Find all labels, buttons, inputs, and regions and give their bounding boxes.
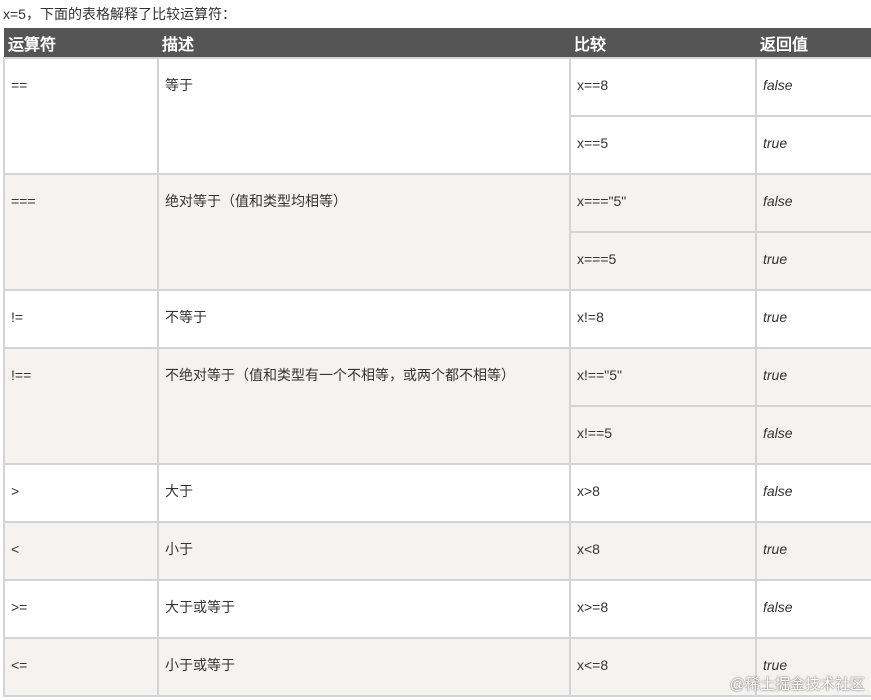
table-row: < 小于 x<8 true	[3, 521, 871, 581]
header-operator: 运算符	[4, 28, 158, 58]
description-cell: 不绝对等于（值和类型有一个不相等，或两个都不相等）	[157, 347, 571, 465]
operator-cell: !=	[3, 289, 159, 349]
description-cell: 等于	[157, 57, 571, 175]
table-header: 运算符 描述 比较 返回值	[4, 28, 871, 58]
table-row: != 不等于 x!=8 true	[3, 289, 871, 349]
comparison-cell: x==5	[569, 115, 757, 175]
return-value-cell: false	[755, 463, 871, 523]
intro-text: x=5，下面的表格解释了比较运算符：	[3, 6, 236, 22]
table-row: <= 小于或等于 x<=8 true	[3, 637, 871, 697]
comparison-cell: x!==5	[569, 405, 757, 465]
return-value-cell: false	[755, 57, 871, 117]
table-row: >= 大于或等于 x>=8 false	[3, 579, 871, 639]
comparison-cell: x==="5"	[569, 173, 757, 233]
description-cell: 绝对等于（值和类型均相等）	[157, 173, 571, 291]
comparison-cell: x==8	[569, 57, 757, 117]
return-value-cell: true	[755, 347, 871, 407]
return-value-cell: true	[755, 637, 871, 697]
operator-cell: ==	[3, 57, 159, 175]
operator-cell: <=	[3, 637, 159, 697]
comparison-cell: x<=8	[569, 637, 757, 697]
operator-cell: ===	[3, 173, 159, 291]
operator-cell: !==	[3, 347, 159, 465]
return-value-cell: true	[755, 231, 871, 291]
description-cell: 不等于	[157, 289, 571, 349]
comparison-operators-table: 运算符 描述 比较 返回值 == 等于 x==8 false x==5 true === 绝对…	[3, 28, 871, 697]
header-comparison: 比较	[570, 28, 756, 58]
table-row: === 绝对等于（值和类型均相等） x==="5" false	[3, 173, 871, 291]
return-value-cell: true	[755, 521, 871, 581]
description-cell: 大于或等于	[157, 579, 571, 639]
comparison-cell: x===5	[569, 231, 757, 291]
comparison-cell: x>=8	[569, 579, 757, 639]
return-value-cell: false	[755, 579, 871, 639]
description-cell: 小于或等于	[157, 637, 571, 697]
description-cell: 大于	[157, 463, 571, 523]
return-value-cell: false	[755, 173, 871, 233]
table-row: x==5 true	[4, 115, 871, 175]
comparison-cell: x!=8	[569, 289, 757, 349]
header-return: 返回值	[756, 28, 871, 58]
return-value-cell: true	[755, 115, 871, 175]
table-row: x!==5 false	[4, 405, 871, 465]
comparison-cell: x!=="5"	[569, 347, 757, 407]
watermark: @稀土掘金技术社区	[729, 676, 865, 693]
table-row: > 大于 x>8 false	[3, 463, 871, 523]
return-value-cell: false	[755, 405, 871, 465]
header-description: 描述	[158, 28, 570, 58]
operator-cell: >	[3, 463, 159, 523]
description-cell: 小于	[157, 521, 571, 581]
table-row: x===5 true	[4, 231, 871, 291]
operator-cell: <	[3, 521, 159, 581]
comparison-cell: x>8	[569, 463, 757, 523]
comparison-cell: x<8	[569, 521, 757, 581]
operator-cell: >=	[3, 579, 159, 639]
return-value-cell: true	[755, 289, 871, 349]
table-row: !== 不绝对等于（值和类型有一个不相等，或两个都不相等） x!=="5" true	[3, 347, 871, 465]
table-row: == 等于 x==8 false	[3, 57, 871, 175]
